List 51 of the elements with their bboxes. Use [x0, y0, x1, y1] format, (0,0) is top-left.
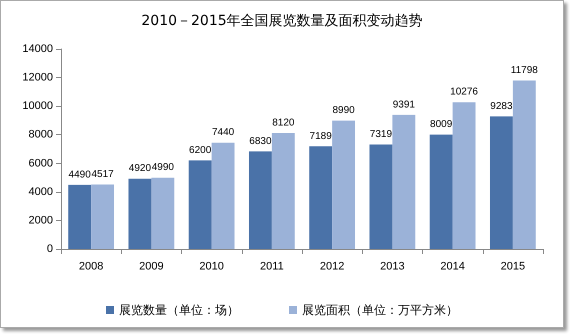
- data-label: 4920: [128, 163, 152, 174]
- bar: [430, 134, 453, 249]
- x-tick-label: 2012: [320, 260, 344, 272]
- x-tick-label: 2015: [500, 260, 526, 272]
- bar: [188, 160, 212, 249]
- bar: [369, 144, 392, 249]
- data-label: 8009: [430, 119, 453, 130]
- y-tick-label: 6000: [28, 157, 53, 170]
- data-label: 10276: [450, 86, 478, 98]
- y-tick-label: 4000: [28, 186, 53, 198]
- y-tick-label: 10000: [22, 100, 53, 112]
- x-tick-label: 2010: [199, 260, 224, 272]
- data-label: 8990: [332, 105, 356, 116]
- y-tick-label: 0: [46, 243, 53, 255]
- data-label: 11798: [510, 64, 538, 76]
- bar: [272, 133, 295, 249]
- bar: [309, 146, 332, 249]
- data-label: 7319: [370, 128, 392, 140]
- x-tick-label: 2008: [78, 260, 104, 272]
- data-label: 4490: [68, 169, 92, 180]
- y-tick-label: 14000: [22, 43, 53, 55]
- bar: [151, 178, 174, 249]
- data-label: 6200: [189, 144, 212, 156]
- data-label: 4990: [152, 162, 174, 174]
- bar: [68, 184, 92, 249]
- data-label: 6830: [249, 136, 272, 147]
- bar: [512, 80, 536, 249]
- data-label: 9283: [490, 100, 513, 112]
- bar: [128, 178, 152, 249]
- x-tick-label: 2013: [380, 260, 405, 272]
- bar: [452, 102, 476, 249]
- bar: [212, 142, 235, 249]
- x-tick-label: 2009: [139, 260, 164, 272]
- bar: [332, 120, 356, 249]
- legend-label: 展览数量（单位：场）: [119, 303, 239, 317]
- bar: [490, 116, 513, 249]
- data-label: 7189: [310, 130, 332, 142]
- bar: [248, 151, 272, 249]
- y-tick-label: 2000: [28, 214, 53, 226]
- x-tick-label: 2014: [440, 260, 465, 272]
- legend-label: 展览面积（单位：万平方米）: [302, 303, 458, 317]
- data-label: 7440: [212, 127, 235, 138]
- x-tick-label: 2011: [260, 260, 284, 272]
- bar: [91, 184, 114, 249]
- y-tick-label: 12000: [22, 72, 53, 84]
- bar: [392, 114, 416, 249]
- data-label: 9391: [392, 99, 416, 110]
- y-tick-label: 8000: [28, 128, 53, 141]
- chart-title: 2010－2015年全国展览数量及面积变动趋势: [141, 13, 423, 29]
- data-label: 8120: [272, 118, 295, 128]
- data-label: 4517: [91, 168, 114, 180]
